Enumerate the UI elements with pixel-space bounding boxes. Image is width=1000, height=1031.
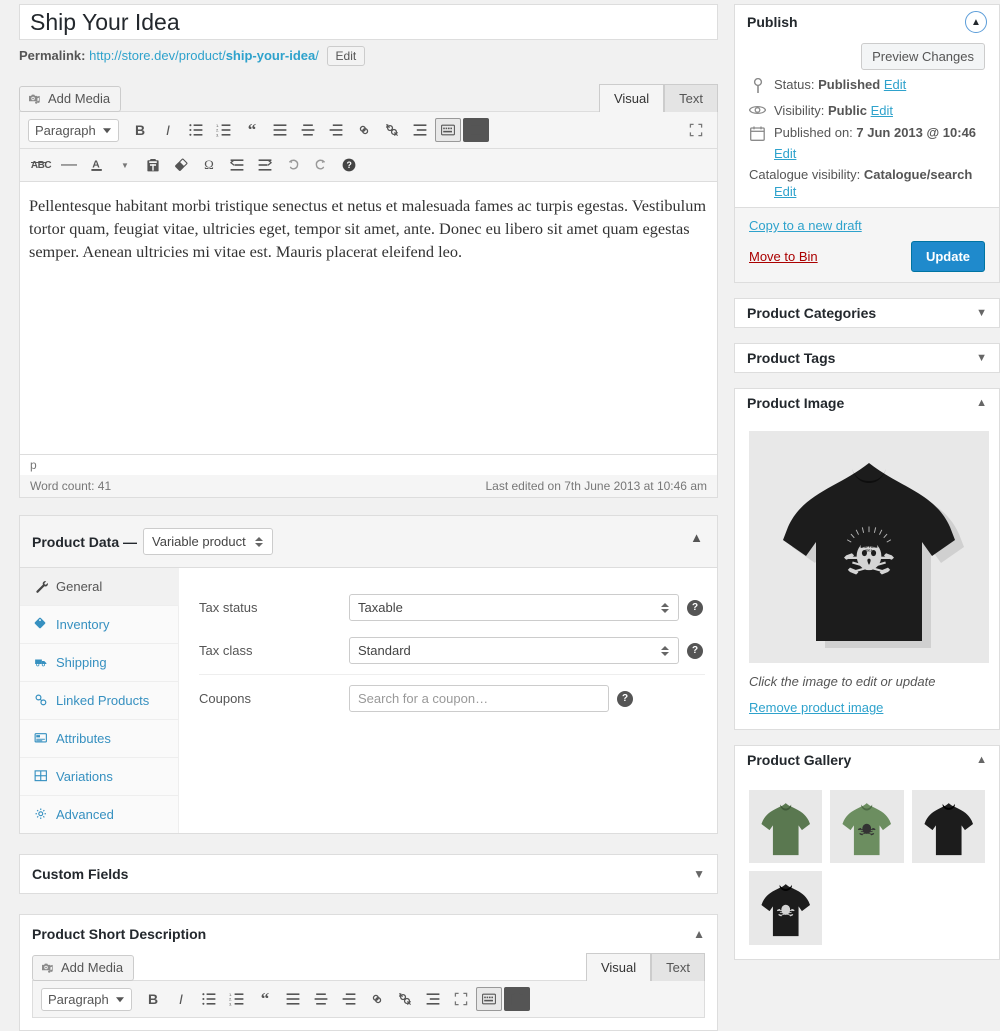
svg-text:3.: 3. xyxy=(216,132,219,137)
svg-text:A: A xyxy=(92,159,100,170)
svg-text:3.: 3. xyxy=(229,1001,232,1006)
svg-text:IDEA: IDEA xyxy=(865,549,873,553)
svg-text:?: ? xyxy=(346,160,351,170)
